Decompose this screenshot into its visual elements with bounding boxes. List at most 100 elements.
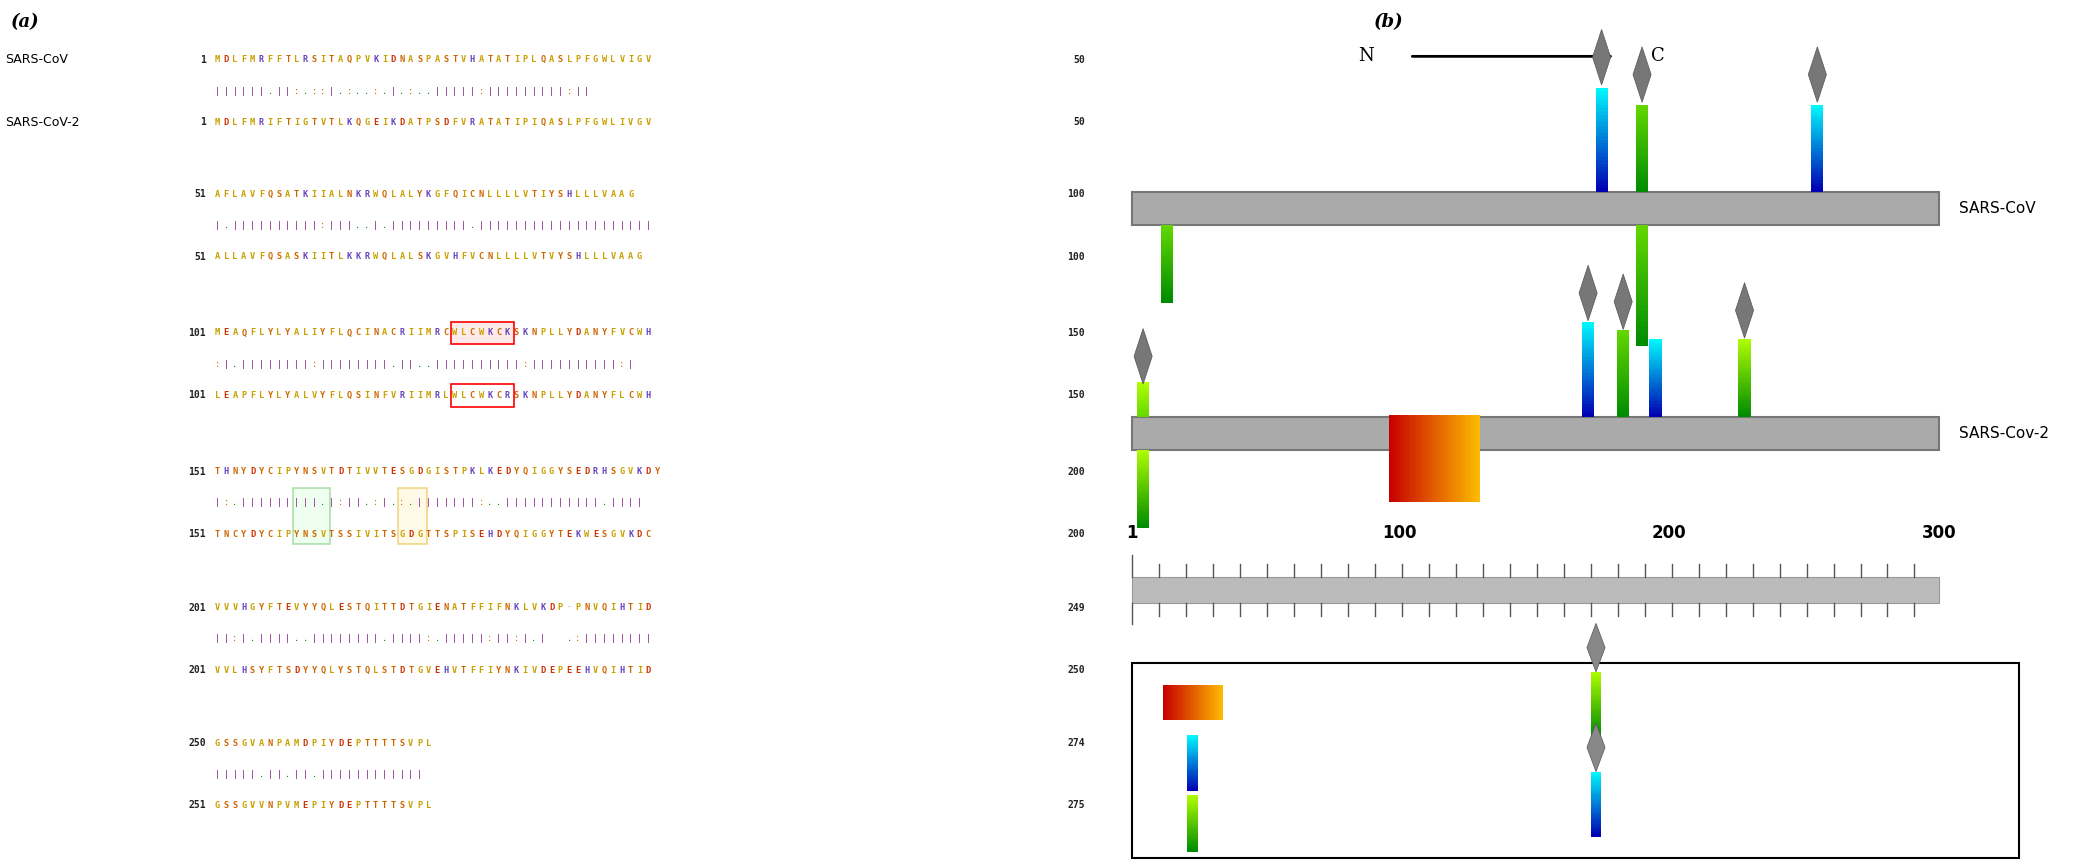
Text: M: M (294, 739, 298, 747)
Text: V: V (620, 55, 624, 64)
Text: P: P (277, 801, 281, 810)
Text: I: I (321, 190, 326, 199)
Text: D: D (391, 55, 397, 64)
Text: |: | (426, 221, 430, 230)
Text: Q: Q (346, 391, 353, 400)
Text: |: | (214, 499, 220, 507)
Text: V: V (645, 118, 651, 127)
Bar (1636, 174, 1648, 177)
Bar (1136, 497, 1149, 499)
Text: P: P (426, 118, 430, 127)
Text: |: | (311, 635, 317, 643)
Bar (1636, 297, 1648, 302)
Text: G: G (242, 739, 246, 747)
Bar (1136, 406, 1149, 407)
Bar (1581, 344, 1594, 347)
Text: N: N (374, 391, 378, 400)
Bar (1186, 846, 1199, 848)
Bar (1739, 378, 1751, 381)
Text: .: . (233, 360, 237, 368)
Text: 151: 151 (189, 529, 206, 539)
Bar (1186, 799, 1199, 801)
Text: |: | (242, 770, 246, 779)
Bar (1590, 678, 1602, 681)
Bar (1581, 354, 1594, 356)
Text: I: I (311, 190, 317, 199)
Text: T: T (504, 55, 510, 64)
Bar (1648, 349, 1661, 352)
Text: M: M (214, 55, 220, 64)
Text: |: | (462, 635, 466, 643)
Bar (399, 488, 426, 544)
Bar (1590, 805, 1602, 806)
Text: I: I (407, 391, 414, 400)
Text: |: | (443, 87, 449, 95)
Bar (1812, 142, 1823, 146)
Text: |: | (382, 360, 386, 368)
Text: T: T (374, 739, 378, 747)
Bar (1596, 136, 1609, 140)
Text: G: G (620, 467, 624, 476)
Text: K: K (346, 118, 353, 127)
Text: |: | (382, 499, 386, 507)
Bar (1136, 402, 1149, 403)
Text: S: S (435, 118, 439, 127)
Text: D: D (223, 55, 229, 64)
Text: Y: Y (242, 530, 246, 538)
Text: .: . (382, 221, 386, 230)
Text: Y: Y (258, 666, 265, 675)
Text: .: . (355, 87, 361, 95)
Text: 1: 1 (1126, 524, 1138, 542)
Bar (1617, 376, 1630, 380)
Bar (1590, 828, 1602, 831)
Bar (1136, 399, 1149, 400)
Bar (1186, 744, 1199, 746)
Text: G: G (628, 190, 634, 199)
Text: |: | (504, 499, 510, 507)
Bar (1812, 183, 1823, 186)
Text: Q: Q (242, 329, 246, 337)
Text: |: | (479, 360, 483, 368)
Text: .: . (321, 499, 326, 507)
Text: S: S (418, 55, 422, 64)
Text: I: I (636, 666, 643, 675)
Text: N-myristoylation site: N-myristoylation site (1239, 817, 1382, 831)
Bar (1581, 414, 1594, 417)
Bar (1636, 120, 1648, 122)
Bar (1590, 791, 1602, 793)
Text: A: A (286, 190, 290, 199)
Text: Y: Y (286, 329, 290, 337)
Text: W: W (479, 329, 483, 337)
Text: (b): (b) (1373, 13, 1405, 31)
Bar (1636, 189, 1648, 192)
Text: C: C (267, 530, 273, 538)
Text: S: S (603, 530, 607, 538)
Bar (1636, 285, 1648, 290)
Bar (1581, 366, 1594, 369)
Bar (1812, 163, 1823, 166)
Text: |: | (636, 635, 643, 643)
Bar (1812, 116, 1823, 120)
Text: |: | (267, 221, 273, 230)
Text: Q: Q (603, 603, 607, 612)
Text: A: A (435, 55, 439, 64)
Text: G: G (363, 118, 370, 127)
Text: N: N (374, 329, 378, 337)
Bar (1648, 344, 1661, 347)
Text: |: | (338, 770, 342, 779)
Text: I: I (311, 329, 317, 337)
Bar (1392, 415, 1394, 502)
Text: P: P (418, 739, 422, 747)
Bar (1161, 240, 1174, 243)
Text: C: C (496, 329, 502, 337)
Text: S: S (355, 391, 361, 400)
Text: V: V (426, 666, 430, 675)
Text: |: | (443, 221, 449, 230)
Text: |: | (267, 360, 273, 368)
Bar (1636, 322, 1648, 326)
Bar (1636, 128, 1648, 131)
Bar (1812, 131, 1823, 134)
Bar (1596, 140, 1609, 143)
Text: T: T (214, 530, 220, 538)
Text: V: V (620, 530, 624, 538)
